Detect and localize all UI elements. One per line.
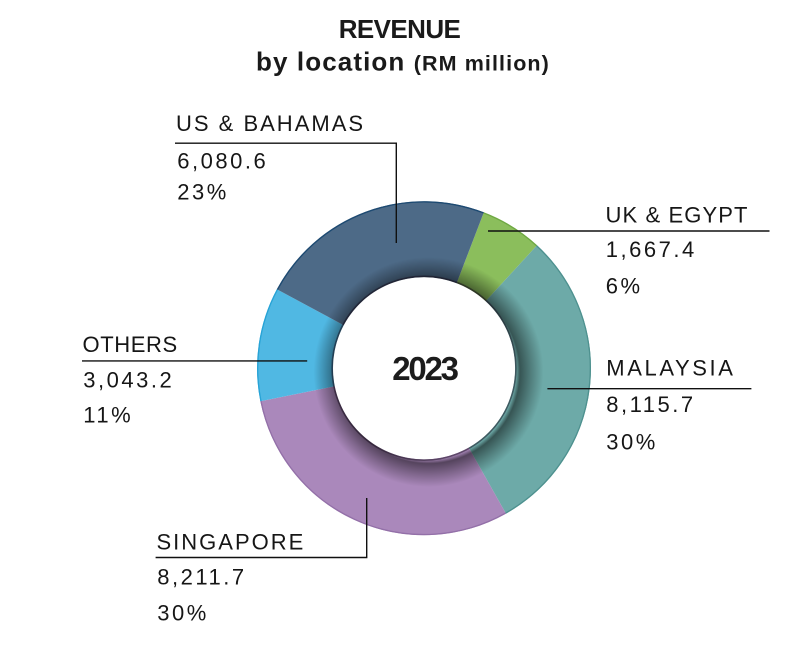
svg-text:30%: 30% — [157, 601, 209, 626]
svg-text:8,211.7: 8,211.7 — [157, 565, 246, 590]
svg-text:SINGAPORE: SINGAPORE — [157, 529, 306, 554]
svg-text:2023: 2023 — [392, 350, 458, 387]
svg-text:30%: 30% — [606, 430, 658, 455]
svg-text:by location (RM million): by location (RM million) — [256, 46, 550, 76]
svg-text:US & BAHAMAS: US & BAHAMAS — [176, 111, 365, 136]
svg-text:6%: 6% — [606, 273, 643, 298]
svg-text:MALAYSIA: MALAYSIA — [606, 355, 735, 380]
svg-text:23%: 23% — [177, 179, 229, 204]
svg-text:REVENUE: REVENUE — [339, 14, 461, 44]
svg-text:OTHERS: OTHERS — [83, 332, 178, 357]
svg-text:UK & EGYPT: UK & EGYPT — [606, 203, 749, 228]
svg-text:11%: 11% — [83, 402, 133, 427]
svg-text:1,667.4: 1,667.4 — [606, 237, 697, 262]
svg-text:3,043.2: 3,043.2 — [83, 368, 174, 393]
svg-text:8,115.7: 8,115.7 — [606, 392, 695, 417]
svg-text:6,080.6: 6,080.6 — [177, 149, 268, 174]
